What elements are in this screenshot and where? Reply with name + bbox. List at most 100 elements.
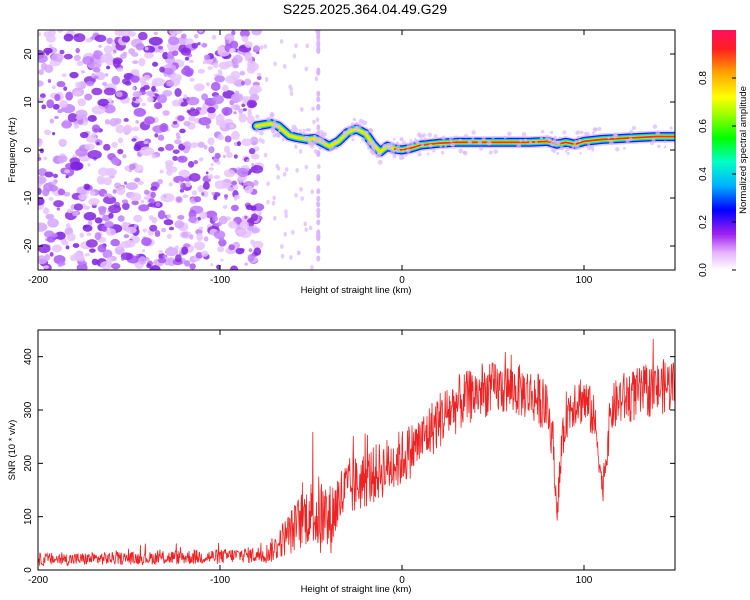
noise-blob: [205, 124, 210, 129]
noise-blob: [110, 230, 115, 235]
noise-blob: [108, 212, 114, 219]
noise-blob: [218, 215, 228, 225]
noise-blob: [241, 80, 245, 86]
noise-blob: [67, 112, 78, 123]
noise-blob: [102, 81, 108, 87]
noise-blob: [247, 108, 252, 112]
noise-blob: [122, 202, 130, 210]
noise-blob: [89, 248, 96, 253]
noise-blob: [87, 163, 91, 167]
noise-blob: [38, 222, 48, 232]
noise-blob: [65, 245, 70, 250]
y-tick-label: 0: [23, 147, 34, 153]
noise-blob: [52, 103, 60, 110]
track-fuzz: [366, 141, 372, 146]
noise-blob: [49, 185, 58, 192]
noise-blob: [149, 265, 161, 270]
noise-blob: [202, 181, 210, 190]
noise-blob: [72, 211, 79, 217]
track-fuzz: [491, 135, 495, 140]
noise-blob: [299, 107, 304, 112]
noise-blob: [249, 136, 259, 146]
noise-blob: [38, 176, 47, 184]
noise-blob: [121, 78, 131, 85]
noise-blob: [316, 39, 321, 46]
track-fuzz: [503, 135, 507, 139]
track-fuzz: [418, 133, 422, 137]
noise-blob: [208, 167, 214, 171]
noise-blob: [217, 246, 225, 253]
noise-blob: [197, 42, 201, 46]
noise-blob: [147, 202, 154, 207]
noise-blob: [63, 53, 73, 60]
noise-blob: [140, 199, 145, 204]
noise-blob: [144, 116, 156, 125]
noise-blob: [84, 253, 90, 257]
track-fuzz: [547, 137, 552, 142]
noise-blob: [188, 173, 201, 182]
noise-blob: [191, 190, 198, 196]
noise-blob: [98, 44, 102, 48]
noise-blob: [316, 47, 321, 54]
track-fuzz: [272, 123, 277, 128]
noise-blob: [157, 45, 164, 50]
track-fuzz: [652, 124, 658, 129]
track-fuzz: [592, 127, 598, 133]
noise-blob: [61, 120, 73, 129]
track-fuzz: [584, 132, 587, 135]
noise-blob: [155, 153, 160, 157]
noise-blob: [226, 151, 233, 158]
noise-blob: [182, 142, 188, 147]
track-fuzz: [401, 149, 405, 153]
noise-blob: [244, 185, 254, 194]
noise-blob: [230, 70, 241, 80]
track-fuzz: [320, 136, 325, 142]
noise-blob: [205, 171, 209, 175]
noise-blob: [228, 47, 236, 54]
noise-blob: [224, 60, 233, 68]
noise-blob: [135, 43, 145, 51]
noise-blob: [162, 90, 173, 97]
track-core-segment: [410, 144, 422, 149]
track-fuzz: [574, 139, 578, 143]
noise-blob: [58, 138, 67, 146]
noise-blob: [147, 96, 154, 103]
track-fuzz: [304, 135, 310, 141]
noise-blob: [142, 249, 146, 253]
noise-blob: [150, 186, 158, 191]
y-tick-label: 20: [23, 48, 34, 60]
track-fuzz: [258, 126, 262, 130]
noise-blob: [300, 196, 305, 201]
noise-blob: [280, 244, 284, 249]
track-fuzz: [573, 142, 577, 146]
noise-blob: [256, 75, 262, 81]
noise-blob: [237, 167, 249, 178]
track-fuzz: [467, 140, 472, 145]
noise-blob: [194, 241, 206, 251]
noise-blob: [109, 118, 119, 127]
noise-blob: [130, 75, 140, 83]
track-fuzz: [566, 151, 570, 155]
track-fuzz: [347, 126, 353, 132]
noise-blob: [144, 52, 154, 59]
track-fuzz: [342, 130, 347, 135]
track-fuzz: [556, 151, 560, 156]
noise-blob: [111, 75, 121, 85]
snr-panel: -200 -100 0 100 0 100 200 300 400 Height of str…: [7, 329, 676, 595]
noise-blob: [290, 229, 295, 235]
track-fuzz: [579, 152, 582, 155]
noise-blob: [316, 255, 321, 262]
noise-blob: [73, 124, 80, 129]
noise-blob: [44, 230, 55, 239]
noise-blob: [143, 189, 150, 195]
noise-blob: [106, 65, 111, 70]
track-fuzz: [478, 146, 484, 151]
noise-blob: [248, 148, 256, 155]
noise-blob: [94, 232, 102, 241]
noise-blob: [316, 30, 321, 34]
noise-blob: [111, 262, 121, 270]
noise-blob: [298, 148, 303, 154]
noise-blob: [159, 66, 165, 73]
noise-blob: [316, 195, 321, 202]
track-fuzz: [269, 113, 275, 118]
